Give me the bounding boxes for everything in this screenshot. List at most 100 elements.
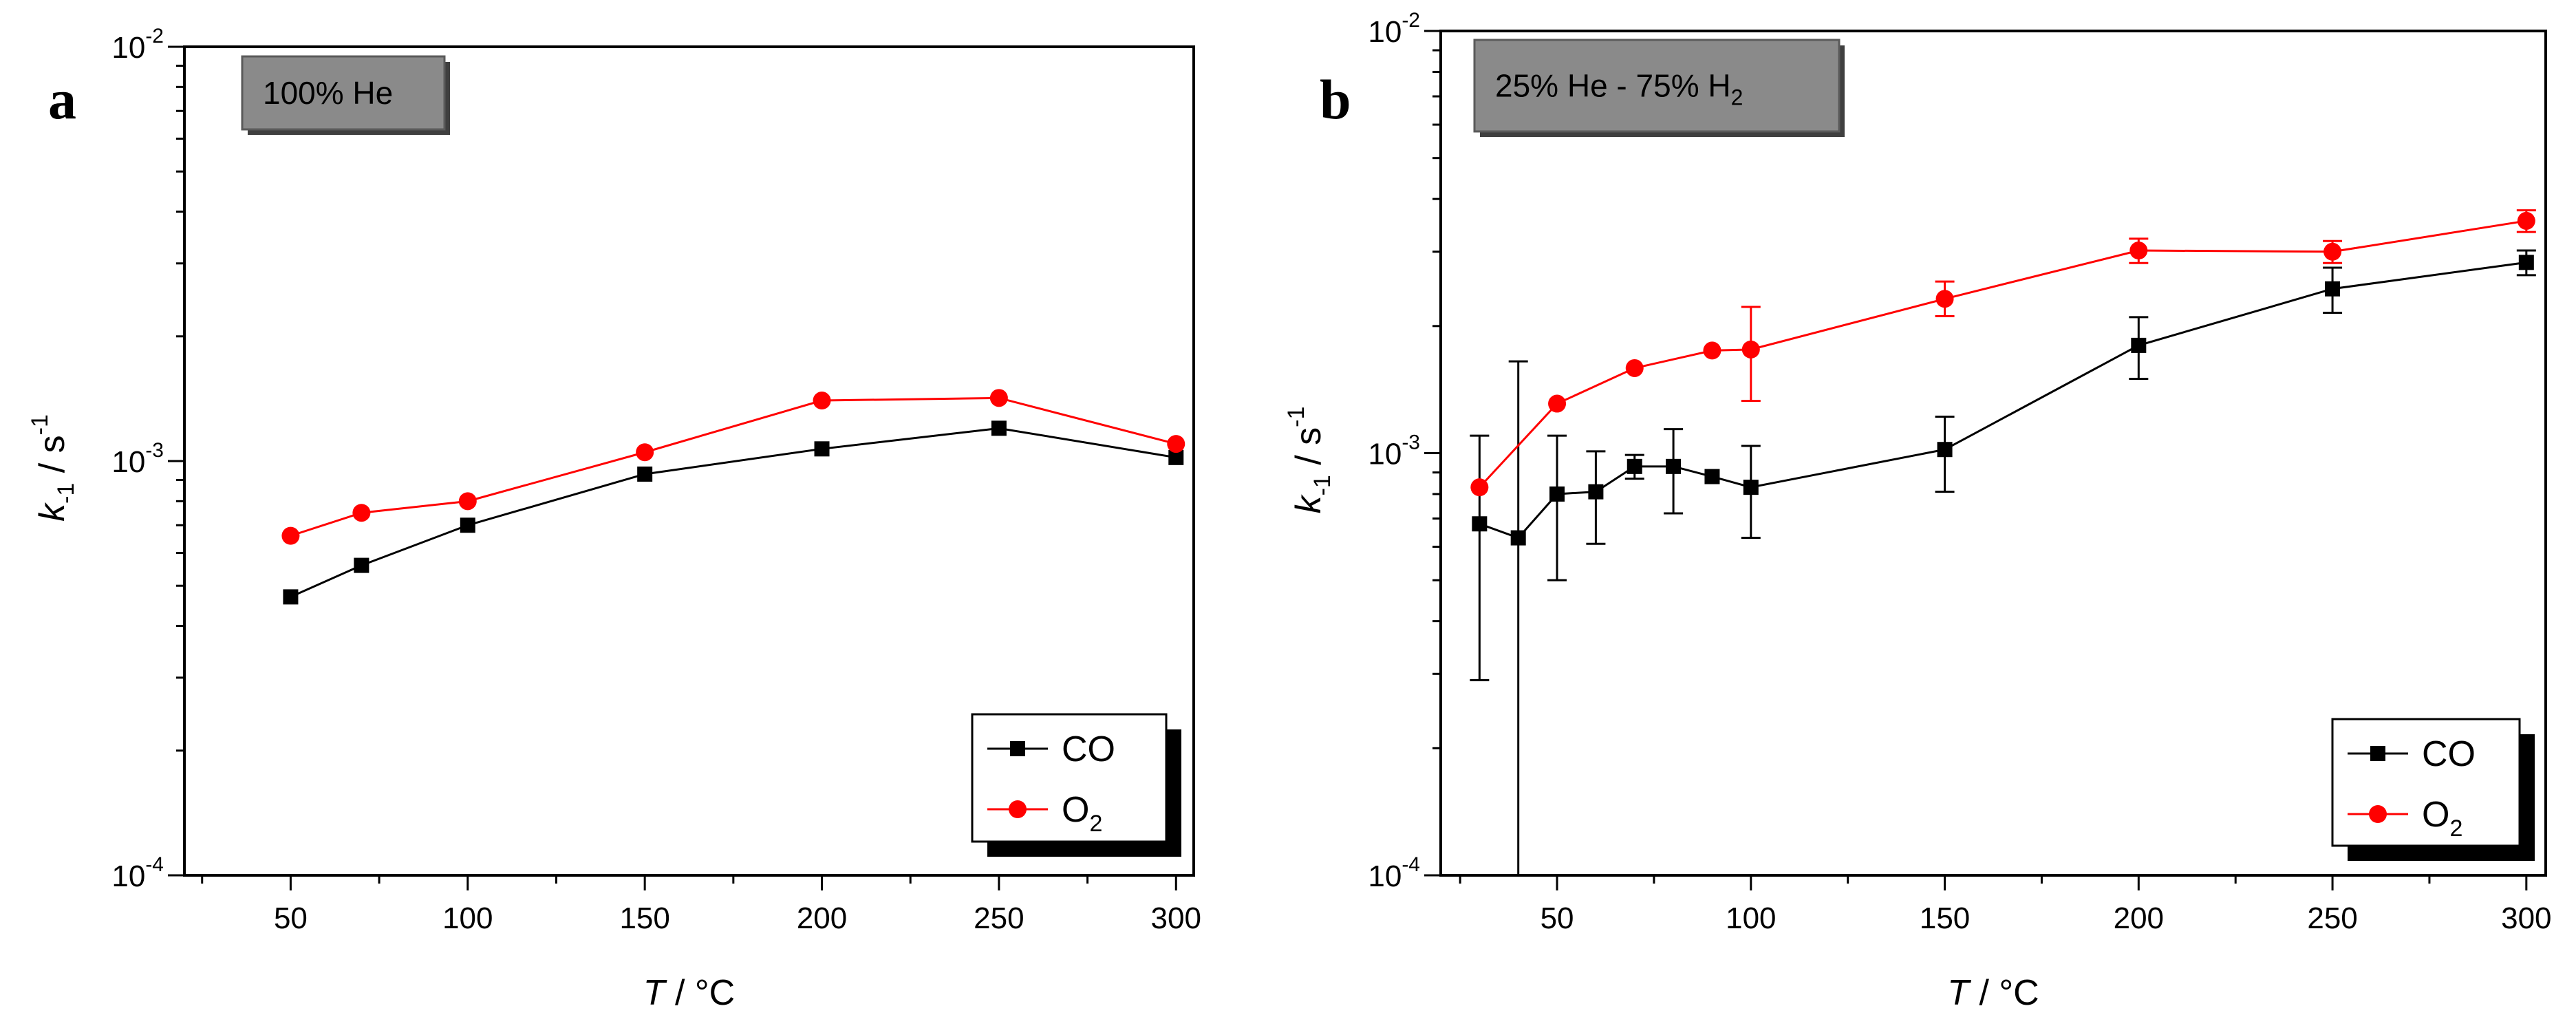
data-point <box>814 441 830 457</box>
y-axis-superscript: -1 <box>1283 407 1309 427</box>
x-tick-label: 200 <box>797 901 847 935</box>
data-point <box>1470 478 1489 497</box>
legend-label: CO <box>2422 734 2476 774</box>
x-axis-symbol: T <box>1947 973 1971 1013</box>
data-point <box>1588 484 1604 500</box>
badge-box <box>241 55 446 131</box>
data-point <box>460 517 475 533</box>
data-point <box>637 466 653 482</box>
data-point <box>1627 458 1642 474</box>
y-axis-symbol: k <box>1289 493 1329 513</box>
data-point <box>1625 359 1644 377</box>
legend-item: O2 <box>2348 795 2462 842</box>
legend: CO O2 <box>971 713 1181 857</box>
data-point <box>991 420 1007 436</box>
x-axis-unit: / °C <box>665 973 736 1013</box>
legend: CO O2 <box>2331 718 2535 861</box>
legend-box <box>971 713 1168 843</box>
data-point <box>2323 242 2342 261</box>
data-point <box>1743 480 1759 495</box>
y-axis-unit: / s <box>32 435 72 482</box>
series-line <box>290 396 1177 537</box>
legend-item: CO <box>987 729 1115 769</box>
x-axis-symbol: T <box>643 973 667 1013</box>
panel-title-subscript: 2 <box>1731 85 1743 110</box>
x-tick-label: 50 <box>1541 901 1574 935</box>
series-o2 <box>281 389 1185 545</box>
series-co <box>283 420 1184 605</box>
y-axis-subscript: -1 <box>1309 475 1335 495</box>
data-point <box>2325 281 2341 297</box>
data-point <box>2517 211 2535 230</box>
legend-label: O2 <box>1062 790 1102 837</box>
data-point <box>989 389 1008 407</box>
data-point <box>1548 394 1567 413</box>
data-point <box>1741 340 1760 359</box>
legend-marker <box>1009 800 1027 818</box>
x-tick-label: 200 <box>2114 901 2164 935</box>
x-tick-label: 250 <box>974 901 1024 935</box>
x-tick-label: 300 <box>1151 901 1201 935</box>
legend-item: O2 <box>987 790 1102 837</box>
y-axis-title: k-1 / s-1 <box>27 414 79 522</box>
data-point <box>1937 442 1953 458</box>
panel-letter: a <box>48 68 76 131</box>
panel-title-text: 25% He - 75% H <box>1495 68 1731 104</box>
data-point <box>1704 469 1720 484</box>
y-tick-base: 10 <box>111 859 145 893</box>
series-line <box>1479 261 2527 539</box>
y-tick-base: 10 <box>111 31 145 65</box>
x-tick-label: 150 <box>1920 901 1970 935</box>
y-axis-unit: / s <box>1289 427 1329 475</box>
legend-name: O <box>2422 795 2449 835</box>
legend-label: O2 <box>2422 795 2462 842</box>
series-line <box>290 427 1177 598</box>
y-axis-symbol: k <box>32 502 72 522</box>
data-point <box>1703 341 1721 360</box>
data-point <box>281 526 300 545</box>
x-tick-label: 50 <box>274 901 308 935</box>
panel-title: 100% He <box>263 75 393 111</box>
legend-name: CO <box>1062 729 1115 769</box>
y-tick-base: 10 <box>111 445 145 479</box>
x-axis-title: T / °C <box>643 973 735 1013</box>
data-point <box>813 392 831 410</box>
y-axis-title: k-1 / s-1 <box>1283 407 1335 514</box>
y-tick-label: 10-4 <box>111 853 164 893</box>
panel-letter: b <box>1320 68 1351 131</box>
data-point <box>1167 435 1185 453</box>
y-tick-base: 10 <box>1368 859 1402 893</box>
y-tick-exponent: -3 <box>1402 431 1420 454</box>
data-point <box>458 492 477 511</box>
data-point <box>1935 290 1954 308</box>
series-o2 <box>1470 209 2536 497</box>
data-point <box>1472 516 1488 532</box>
panel-title: 25% He - 75% H2 <box>1495 68 1743 110</box>
y-tick-label: 10-4 <box>1368 853 1420 893</box>
data-point <box>352 504 371 522</box>
data-point <box>2518 255 2534 270</box>
legend-name: O <box>1062 790 1089 830</box>
y-tick-label: 10-2 <box>111 25 164 65</box>
y-tick-label: 10-3 <box>111 439 164 479</box>
legend-subscript: 2 <box>1089 811 1102 837</box>
legend-marker <box>1010 741 1025 756</box>
data-point <box>1666 458 1682 474</box>
x-tick-label: 100 <box>1726 901 1776 935</box>
panel-title-text: 100% He <box>263 75 393 111</box>
x-axis-title: T / °C <box>1947 973 2039 1013</box>
legend-item: CO <box>2348 734 2476 774</box>
legend-label: CO <box>1062 729 1115 769</box>
y-tick-exponent: -3 <box>145 439 164 462</box>
y-tick-base: 10 <box>1368 438 1402 471</box>
y-tick-label: 10-3 <box>1368 431 1420 471</box>
series-co <box>1470 249 2536 875</box>
series-line <box>1479 220 2527 489</box>
legend-subscript: 2 <box>2449 815 2462 842</box>
y-tick-exponent: -2 <box>1402 9 1420 32</box>
legend-marker <box>2369 805 2387 823</box>
x-tick-label: 100 <box>442 901 493 935</box>
badge-box <box>1473 39 1840 133</box>
legend-marker <box>2370 746 2385 761</box>
